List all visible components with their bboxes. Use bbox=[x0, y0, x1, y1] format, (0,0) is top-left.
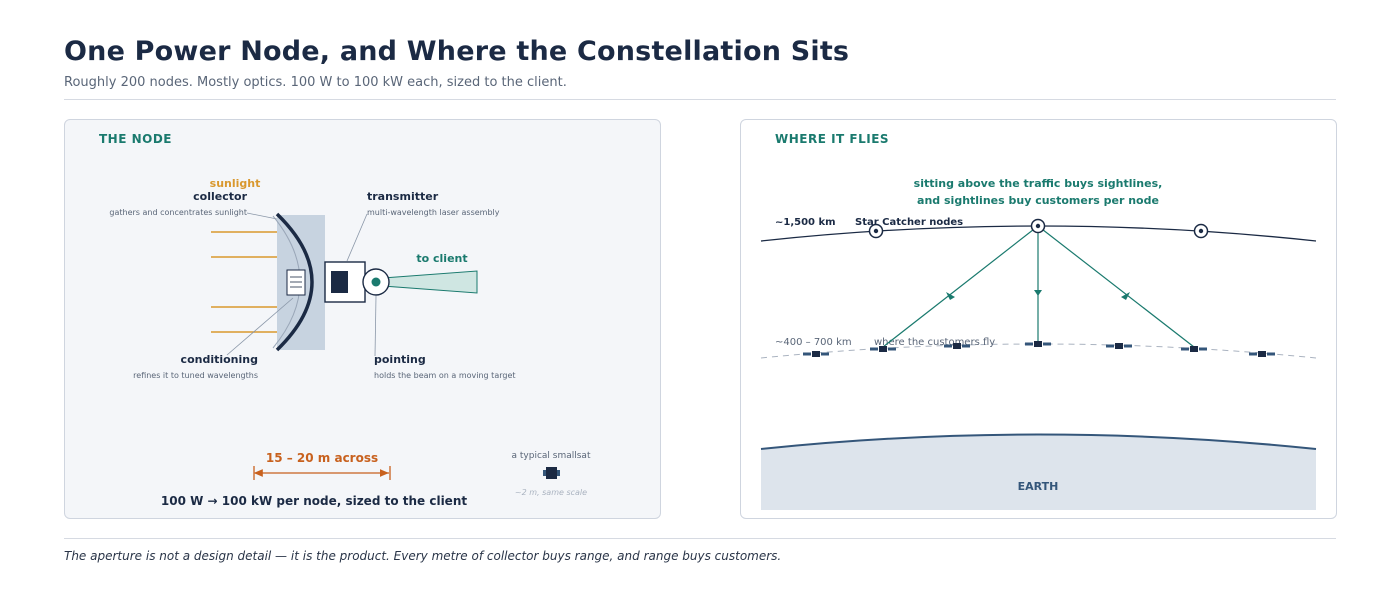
flies-panel: WHERE IT FLIES sitting above the traffic… bbox=[740, 119, 1337, 519]
power-node bbox=[868, 223, 884, 239]
laser-beam bbox=[382, 270, 478, 294]
smallsat-scale-note: ~2 m, same scale bbox=[515, 488, 587, 497]
conditioning-title: conditioning bbox=[181, 353, 258, 366]
customer-satellite bbox=[1025, 341, 1051, 347]
customer-satellite bbox=[1181, 346, 1207, 352]
power-beam bbox=[882, 225, 1039, 348]
conditioning-desc: refines it to tuned wavelengths bbox=[133, 371, 258, 380]
node-orbit-label: Star Catcher nodes bbox=[855, 217, 963, 228]
customer-satellite bbox=[944, 343, 970, 349]
node-orbit-altitude: ~1,500 km bbox=[775, 217, 836, 228]
power-node bbox=[1030, 218, 1046, 234]
earth-horizon bbox=[760, 433, 1317, 450]
sightlines-callout-line2: and sightlines buy customers per node bbox=[917, 194, 1159, 207]
to-client-label: to client bbox=[416, 252, 467, 265]
flies-panel-heading: WHERE IT FLIES bbox=[775, 132, 889, 146]
transmitter-desc: multi-wavelength laser assembly bbox=[367, 208, 500, 217]
earth-label: EARTH bbox=[1018, 480, 1059, 493]
power-beam bbox=[1037, 225, 1195, 348]
pointing-desc: holds the beam on a moving target bbox=[374, 371, 516, 380]
node-panel: THE NODE sunlight collecto bbox=[64, 119, 661, 519]
smallsat-body bbox=[546, 467, 557, 479]
node-panel-heading: THE NODE bbox=[99, 132, 172, 146]
customer-satellites bbox=[803, 341, 1275, 357]
collector-desc: gathers and concentrates sunlight bbox=[109, 208, 247, 217]
footer-caption: The aperture is not a design detail — it… bbox=[64, 549, 782, 563]
sightlines-callout-line1: sitting above the traffic buys sightline… bbox=[914, 177, 1163, 190]
orbit-diagram: WHERE IT FLIES sitting above the traffic… bbox=[760, 132, 1317, 510]
customer-satellite bbox=[1106, 343, 1132, 349]
customer-satellite bbox=[1249, 351, 1275, 357]
transmitter-core bbox=[331, 271, 348, 293]
smallsat-label: a typical smallsat bbox=[512, 451, 591, 461]
customer-orbit-label: where the customers fly bbox=[874, 337, 995, 348]
customer-orbit-altitude: ~400 – 700 km bbox=[775, 337, 852, 348]
header-divider bbox=[64, 99, 1336, 100]
footer-divider bbox=[64, 538, 1336, 539]
page-subtitle: Roughly 200 nodes. Mostly optics. 100 W … bbox=[64, 75, 567, 90]
aperture-size-label: 15 – 20 m across bbox=[266, 451, 378, 465]
transmitter-title: transmitter bbox=[367, 190, 439, 203]
collector-dish bbox=[275, 212, 314, 352]
power-node bbox=[1193, 223, 1209, 239]
pointing-aperture bbox=[371, 277, 381, 287]
pointing-title: pointing bbox=[374, 353, 426, 366]
power-range-label: 100 W → 100 kW per node, sized to the cl… bbox=[161, 494, 467, 508]
node-diagram: THE NODE sunlight collecto bbox=[99, 132, 591, 508]
power-beams bbox=[882, 225, 1195, 348]
earth-surface bbox=[761, 434, 1316, 510]
page-title: One Power Node, and Where the Constellat… bbox=[64, 36, 850, 67]
customer-satellite bbox=[803, 351, 829, 357]
sunlight-label: sunlight bbox=[210, 177, 261, 190]
power-nodes bbox=[868, 218, 1209, 239]
customer-satellite bbox=[870, 346, 896, 352]
conditioning-module bbox=[286, 269, 306, 296]
collector-title: collector bbox=[193, 190, 247, 203]
